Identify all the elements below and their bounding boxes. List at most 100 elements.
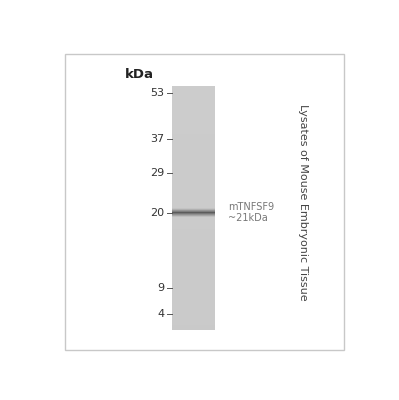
Bar xyxy=(172,146,215,147)
Bar xyxy=(172,109,215,110)
Bar xyxy=(172,117,215,118)
Bar xyxy=(172,243,215,244)
Bar xyxy=(172,329,215,330)
Bar xyxy=(172,328,215,329)
Bar xyxy=(172,323,215,324)
Bar xyxy=(172,186,215,187)
Bar xyxy=(172,98,215,99)
Bar xyxy=(172,270,215,272)
Bar xyxy=(172,215,215,216)
Bar xyxy=(172,200,215,201)
Bar xyxy=(172,298,215,299)
Bar xyxy=(172,324,215,325)
Bar xyxy=(172,244,215,246)
Bar xyxy=(172,325,215,326)
Bar xyxy=(172,94,215,96)
Bar xyxy=(172,259,215,260)
Bar xyxy=(172,276,215,277)
Bar xyxy=(172,151,215,152)
Bar xyxy=(172,188,215,190)
Bar xyxy=(172,87,215,88)
Bar xyxy=(172,195,215,196)
Bar xyxy=(172,312,215,314)
Bar xyxy=(172,282,215,283)
Bar xyxy=(172,214,215,215)
Bar xyxy=(172,149,215,150)
Bar xyxy=(172,212,215,213)
Bar xyxy=(172,163,215,164)
Bar xyxy=(172,171,215,172)
Text: 4: 4 xyxy=(157,310,164,320)
Bar xyxy=(172,322,215,323)
Bar xyxy=(172,124,215,125)
Bar xyxy=(172,167,215,168)
Bar xyxy=(172,93,215,94)
Bar xyxy=(172,184,215,186)
Bar xyxy=(172,226,215,227)
Bar xyxy=(172,248,215,249)
Text: 20: 20 xyxy=(150,208,164,218)
Bar xyxy=(172,182,215,183)
Bar xyxy=(172,294,215,295)
Bar xyxy=(172,217,215,218)
Bar xyxy=(172,210,215,212)
Bar xyxy=(172,122,215,123)
Bar xyxy=(172,216,215,217)
Bar xyxy=(172,201,215,202)
Bar xyxy=(172,124,215,126)
Bar xyxy=(172,134,215,135)
Bar xyxy=(172,143,215,144)
Bar xyxy=(172,108,215,109)
Bar xyxy=(172,166,215,168)
Bar xyxy=(172,145,215,146)
Bar xyxy=(172,235,215,236)
Bar xyxy=(172,199,215,200)
Bar xyxy=(172,119,215,120)
Bar xyxy=(172,188,215,189)
Text: mTNFSF9: mTNFSF9 xyxy=(228,202,274,212)
Bar xyxy=(172,212,215,213)
Bar xyxy=(172,130,215,131)
Bar xyxy=(172,131,215,132)
Bar xyxy=(172,310,215,311)
Bar xyxy=(172,165,215,166)
Bar xyxy=(172,189,215,190)
Bar xyxy=(172,96,215,97)
Bar xyxy=(172,220,215,221)
Bar xyxy=(172,299,215,300)
Bar xyxy=(172,142,215,143)
Bar xyxy=(172,266,215,267)
Bar xyxy=(172,286,215,288)
Bar xyxy=(172,214,215,216)
Bar xyxy=(172,282,215,284)
Bar xyxy=(172,254,215,255)
Bar xyxy=(172,275,215,276)
Bar xyxy=(172,327,215,328)
Bar xyxy=(172,106,215,107)
Bar xyxy=(172,192,215,193)
Bar xyxy=(172,129,215,130)
Bar xyxy=(172,141,215,142)
Bar xyxy=(172,214,215,215)
Bar xyxy=(172,180,215,181)
Bar xyxy=(172,208,215,209)
Bar xyxy=(172,228,215,229)
Bar xyxy=(172,110,215,112)
Bar xyxy=(172,115,215,116)
Bar xyxy=(172,319,215,320)
Bar xyxy=(172,174,215,176)
Bar xyxy=(172,252,215,253)
Bar xyxy=(172,135,215,136)
Bar xyxy=(172,283,215,284)
Bar xyxy=(172,290,215,292)
Bar xyxy=(172,94,215,95)
Bar xyxy=(172,223,215,224)
Bar xyxy=(172,218,215,220)
Bar xyxy=(172,273,215,274)
Bar xyxy=(172,153,215,154)
Bar xyxy=(172,140,215,142)
Bar xyxy=(172,106,215,108)
Bar xyxy=(172,160,215,161)
Bar xyxy=(172,251,215,252)
Bar xyxy=(172,313,215,314)
